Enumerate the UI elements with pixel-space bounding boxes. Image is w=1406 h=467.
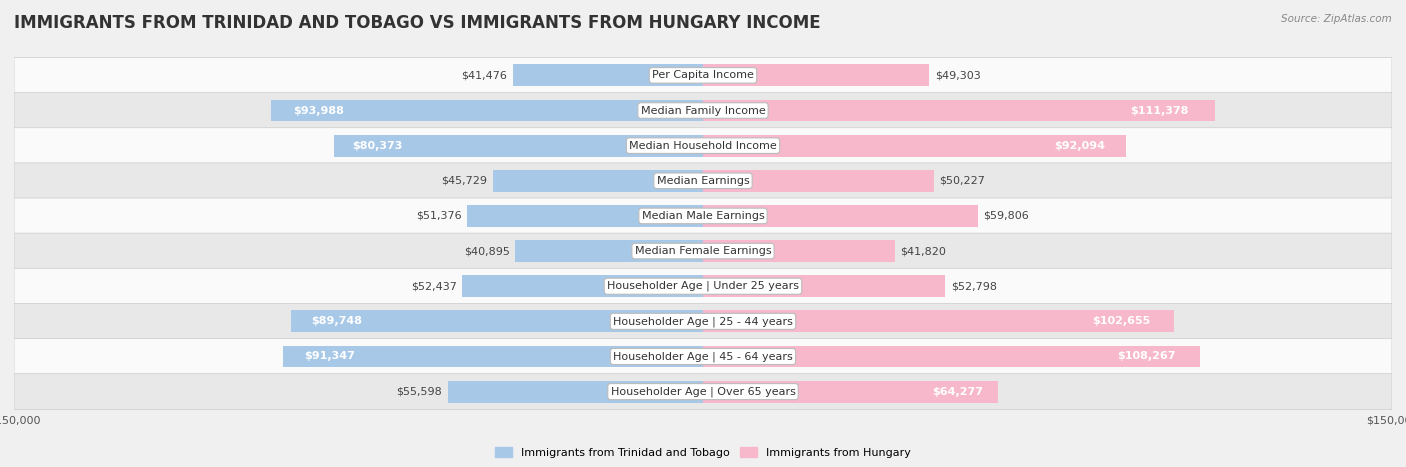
FancyBboxPatch shape [14,92,1392,128]
Bar [157,346,284,368]
Text: Median Female Earnings: Median Female Earnings [634,246,772,256]
Text: Source: ZipAtlas.com: Source: ZipAtlas.com [1281,14,1392,24]
Text: $45,729: $45,729 [441,176,488,186]
Text: Householder Age | Over 65 years: Householder Age | Over 65 years [610,386,796,397]
Bar [371,381,447,403]
Text: $80,373: $80,373 [353,141,402,151]
Bar [703,346,1201,368]
Bar [389,276,463,297]
Bar [447,381,703,403]
Text: $41,820: $41,820 [901,246,946,256]
Text: Median Household Income: Median Household Income [628,141,778,151]
Text: $55,598: $55,598 [396,387,441,396]
Legend: Immigrants from Trinidad and Tobago, Immigrants from Hungary: Immigrants from Trinidad and Tobago, Imm… [491,443,915,462]
Text: $111,378: $111,378 [1130,106,1189,115]
Bar [703,64,929,86]
Text: $41,476: $41,476 [461,71,508,80]
Text: $93,988: $93,988 [292,106,344,115]
FancyBboxPatch shape [14,268,1392,304]
Text: $49,303: $49,303 [935,71,981,80]
Bar [458,240,515,262]
Bar [291,311,703,332]
Text: Per Capita Income: Per Capita Income [652,71,754,80]
Bar [703,170,934,191]
Text: Householder Age | 25 - 44 years: Householder Age | 25 - 44 years [613,316,793,326]
Text: $108,267: $108,267 [1116,352,1175,361]
Text: IMMIGRANTS FROM TRINIDAD AND TOBAGO VS IMMIGRANTS FROM HUNGARY INCOME: IMMIGRANTS FROM TRINIDAD AND TOBAGO VS I… [14,14,821,32]
Bar [430,170,494,191]
FancyBboxPatch shape [14,374,1392,410]
Bar [396,205,467,227]
Text: Householder Age | 45 - 64 years: Householder Age | 45 - 64 years [613,351,793,362]
Bar [703,99,1215,121]
Bar [142,99,271,121]
Text: $40,895: $40,895 [464,246,509,256]
Text: $52,798: $52,798 [950,281,997,291]
Bar [513,64,703,86]
FancyBboxPatch shape [14,304,1392,339]
Bar [515,240,703,262]
Text: $59,806: $59,806 [983,211,1029,221]
Text: $52,437: $52,437 [411,281,457,291]
Text: Median Earnings: Median Earnings [657,176,749,186]
Text: $50,227: $50,227 [939,176,986,186]
Text: $91,347: $91,347 [305,352,356,361]
Text: $92,094: $92,094 [1054,141,1105,151]
Bar [467,205,703,227]
Text: Median Male Earnings: Median Male Earnings [641,211,765,221]
Bar [333,135,703,156]
Text: $51,376: $51,376 [416,211,461,221]
Text: Median Family Income: Median Family Income [641,106,765,115]
FancyBboxPatch shape [14,339,1392,375]
Bar [463,276,703,297]
Bar [703,381,998,403]
Bar [703,311,1174,332]
Text: $102,655: $102,655 [1092,316,1152,326]
Bar [703,205,977,227]
Bar [703,240,896,262]
Bar [284,346,703,368]
Bar [494,170,703,191]
FancyBboxPatch shape [14,57,1392,93]
Bar [224,135,333,156]
FancyBboxPatch shape [14,128,1392,163]
Text: $89,748: $89,748 [311,316,363,326]
FancyBboxPatch shape [14,163,1392,199]
Text: Householder Age | Under 25 years: Householder Age | Under 25 years [607,281,799,291]
Bar [703,276,945,297]
Bar [456,64,513,86]
FancyBboxPatch shape [14,233,1392,269]
FancyBboxPatch shape [14,198,1392,234]
Bar [703,135,1126,156]
Bar [167,311,291,332]
Text: $64,277: $64,277 [932,387,983,396]
Bar [271,99,703,121]
